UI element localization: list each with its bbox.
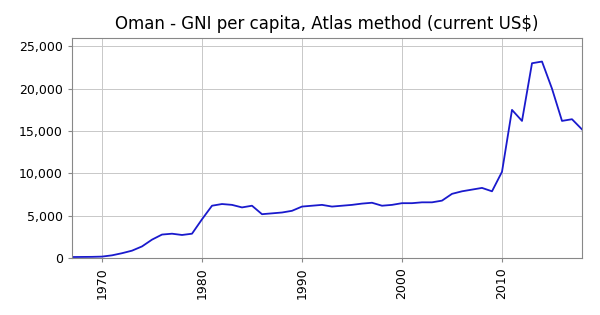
Title: Oman - GNI per capita, Atlas method (current US$): Oman - GNI per capita, Atlas method (cur… xyxy=(115,15,539,33)
